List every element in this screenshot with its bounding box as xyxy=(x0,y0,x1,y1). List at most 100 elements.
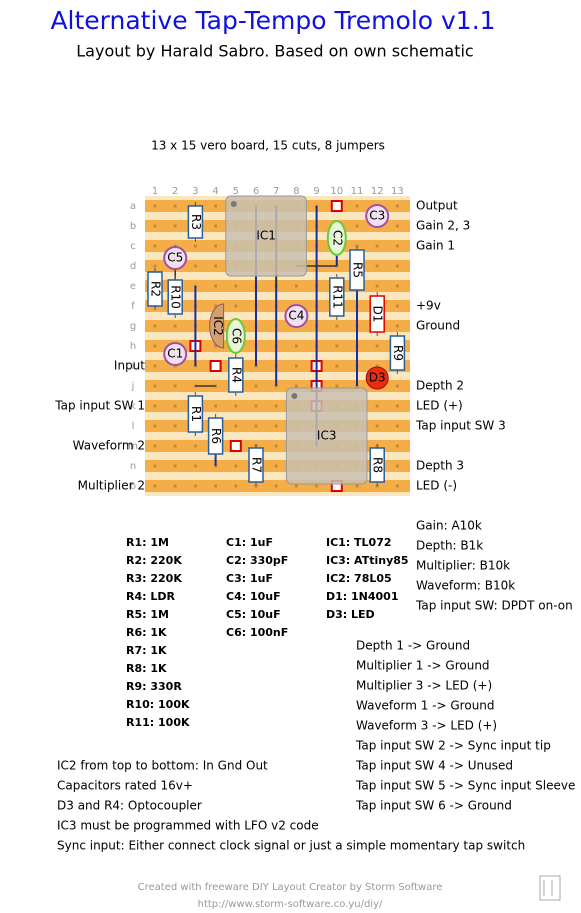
component-label: R7 xyxy=(250,457,264,473)
hole xyxy=(274,464,278,468)
resistor xyxy=(389,335,406,371)
component-label: R5 xyxy=(351,262,365,278)
part-entry: R8: 1K xyxy=(126,662,167,675)
hole xyxy=(193,484,197,488)
hole xyxy=(315,484,319,488)
right-label: Ground xyxy=(416,319,460,333)
hole xyxy=(274,484,278,488)
component-label: C2 xyxy=(330,230,344,246)
note: D3 and R4: Optocoupler xyxy=(57,799,202,813)
part-entry: R7: 1K xyxy=(126,644,167,657)
hole xyxy=(153,244,157,248)
electrolytic-capacitor xyxy=(163,246,188,270)
row-label: b xyxy=(130,221,136,232)
subtitle: Layout by Harald Sabro. Based on own sch… xyxy=(76,42,473,61)
hole xyxy=(153,464,157,468)
hole xyxy=(173,404,177,408)
regulator xyxy=(209,303,225,349)
right-label: Output xyxy=(416,199,458,213)
ic-notch xyxy=(230,201,237,207)
component-label: C3 xyxy=(369,209,385,223)
component-label: R2 xyxy=(149,281,163,297)
note: Sync input: Either connect clock signal … xyxy=(57,839,525,853)
right-label: Depth 3 xyxy=(416,459,464,473)
column-label: 10 xyxy=(330,186,343,197)
hole xyxy=(355,484,359,488)
hole xyxy=(375,344,379,348)
hole xyxy=(173,444,177,448)
hole xyxy=(274,444,278,448)
column-label: 13 xyxy=(391,186,404,197)
column-label: 2 xyxy=(172,186,178,197)
hole xyxy=(294,364,298,368)
hole xyxy=(274,404,278,408)
row-label: k xyxy=(130,401,136,412)
note: IC2 from top to bottom: In Gnd Out xyxy=(57,759,268,773)
wiring-entry: Multiplier 3 -> LED (+) xyxy=(356,679,492,693)
hole xyxy=(375,404,379,408)
board-info: 13 x 15 vero board, 15 cuts, 8 jumpers xyxy=(151,139,385,153)
resistor xyxy=(369,447,385,483)
right-label: +9v xyxy=(416,299,441,313)
part-entry: D1: 1N4001 xyxy=(326,590,399,603)
row-label: a xyxy=(130,201,136,212)
track-cut xyxy=(229,440,242,452)
hole xyxy=(355,224,359,228)
hole xyxy=(395,244,399,248)
hole xyxy=(173,484,177,488)
hole xyxy=(234,304,238,308)
hole xyxy=(193,264,197,268)
right-label: Depth 2 xyxy=(416,379,464,393)
hole xyxy=(153,324,157,328)
hole xyxy=(153,264,157,268)
logo xyxy=(539,875,561,901)
hole xyxy=(335,364,339,368)
hole xyxy=(335,384,339,388)
hole xyxy=(274,424,278,428)
row-label: j xyxy=(131,381,135,392)
track-cut xyxy=(209,360,222,372)
hole xyxy=(214,304,218,308)
wiring-entry: Tap input SW 6 -> Ground xyxy=(355,799,512,813)
component-label: R10 xyxy=(169,285,183,309)
component-label: C5 xyxy=(167,251,183,265)
part-entry: C2: 330pF xyxy=(226,554,288,567)
row-label: d xyxy=(130,261,136,272)
hole xyxy=(395,484,399,488)
component-label: R1 xyxy=(189,406,203,422)
row-label: h xyxy=(130,341,136,352)
component-label: D1 xyxy=(371,306,385,323)
hole xyxy=(294,344,298,348)
component-label: IC2 xyxy=(211,316,225,336)
hole xyxy=(214,264,218,268)
resistor xyxy=(228,357,244,393)
component-label: R8 xyxy=(371,457,385,473)
right-label: LED (+) xyxy=(416,399,463,413)
right-label: Tap input SW 3 xyxy=(415,419,506,433)
footer-text: Created with freeware DIY Layout Creator… xyxy=(138,882,443,893)
hole xyxy=(173,324,177,328)
hole xyxy=(234,404,238,408)
wiring-entry: Waveform 1 -> Ground xyxy=(356,699,495,713)
part-entry: IC2: 78L05 xyxy=(326,572,392,585)
component-label: R3 xyxy=(189,214,203,230)
column-label: 6 xyxy=(253,186,259,197)
resistor xyxy=(248,447,264,483)
hole xyxy=(395,384,399,388)
part-entry: IC3: ATtiny85 xyxy=(326,554,409,567)
title: Alternative Tap-Tempo Tremolo v1.1 xyxy=(50,6,495,35)
part-entry: C6: 100nF xyxy=(226,626,288,639)
component-label: R4 xyxy=(229,367,243,383)
component-label: R11 xyxy=(330,285,344,309)
component-label: C4 xyxy=(288,309,304,323)
hole xyxy=(153,344,157,348)
ic xyxy=(225,195,307,277)
hole xyxy=(234,464,238,468)
part-entry: C4: 10uF xyxy=(226,590,281,603)
hole xyxy=(375,364,379,368)
track-cut xyxy=(330,200,343,212)
row-label: l xyxy=(132,421,135,432)
part-entry: C1: 1uF xyxy=(226,536,273,549)
part-entry: R3: 220K xyxy=(126,572,182,585)
